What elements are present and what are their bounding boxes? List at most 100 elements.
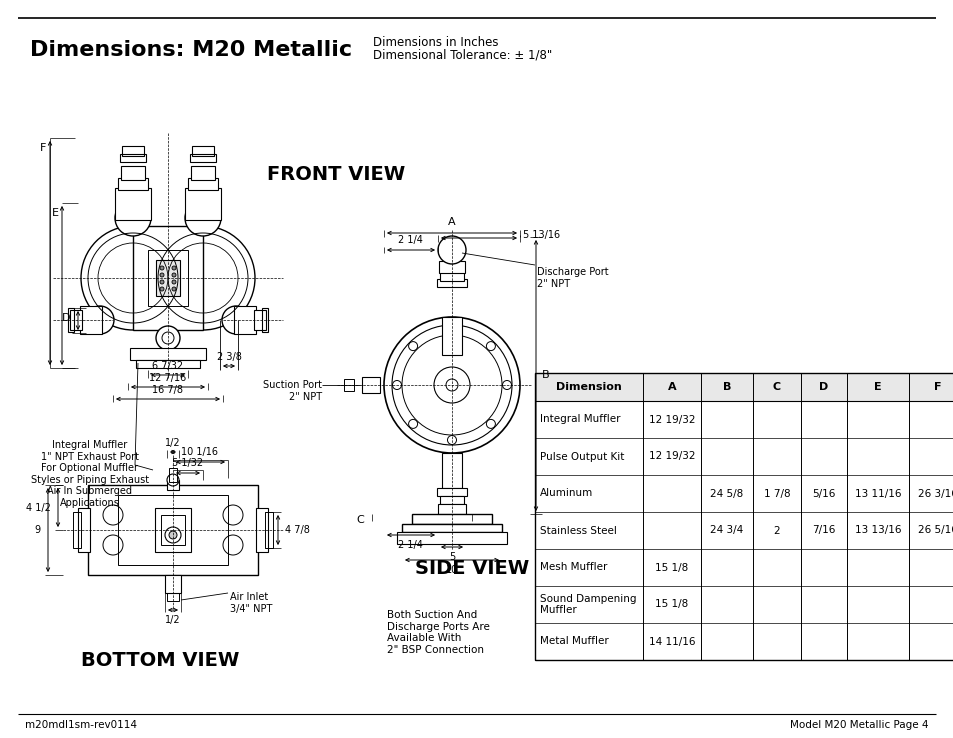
Text: 6 7/32: 6 7/32 (152, 361, 183, 371)
Bar (412, 514, 492, 524)
Text: 12 19/32: 12 19/32 (648, 452, 695, 461)
Bar (437, 504, 465, 514)
Text: FRONT VIEW: FRONT VIEW (267, 165, 405, 184)
Bar (535, 373, 953, 660)
Text: Stainless Steel: Stainless Steel (539, 525, 617, 536)
Circle shape (151, 226, 254, 330)
Bar (185, 188, 221, 220)
Bar (88, 485, 257, 575)
Text: 5: 5 (449, 552, 455, 562)
Bar (438, 261, 464, 273)
Text: 1 7/8: 1 7/8 (763, 489, 789, 498)
Bar (136, 360, 200, 368)
Text: Dimensions in Inches: Dimensions in Inches (373, 35, 498, 49)
Text: Pulse Output Kit: Pulse Output Kit (539, 452, 623, 461)
Bar (169, 468, 177, 482)
Text: 1/2: 1/2 (165, 438, 181, 448)
Text: A: A (448, 217, 456, 227)
Bar (121, 166, 145, 180)
Bar (78, 508, 90, 552)
Bar (262, 308, 268, 332)
Bar (68, 308, 74, 332)
Text: C: C (355, 515, 364, 525)
Text: D: D (61, 313, 70, 323)
Text: 9: 9 (35, 525, 41, 535)
Bar (73, 512, 81, 548)
Bar (265, 512, 273, 548)
Text: Integral Muffler
1" NPT Exhaust Port
For Optional Muffler
Styles or Piping Exhau: Integral Muffler 1" NPT Exhaust Port For… (30, 440, 149, 508)
Text: 24 5/8: 24 5/8 (710, 489, 742, 498)
Text: Both Suction And
Discharge Ports Are
Available With
2" BSP Connection: Both Suction And Discharge Ports Are Ava… (387, 610, 489, 655)
Text: 13 11/16: 13 11/16 (854, 489, 901, 498)
Text: 12 19/32: 12 19/32 (648, 415, 695, 424)
Text: 26 5/16: 26 5/16 (917, 525, 953, 536)
Text: Dimensions: M20 Metallic: Dimensions: M20 Metallic (30, 40, 352, 60)
Text: SIDE VIEW: SIDE VIEW (415, 559, 529, 578)
Bar (161, 515, 185, 545)
Circle shape (115, 200, 151, 236)
Text: 7/16: 7/16 (811, 525, 835, 536)
Bar (122, 146, 144, 156)
Text: A: A (667, 382, 676, 392)
Text: 5 13/16: 5 13/16 (522, 230, 559, 240)
Bar (436, 488, 467, 496)
Text: Dimensional Tolerance: ± 1/8": Dimensional Tolerance: ± 1/8" (373, 49, 552, 61)
Circle shape (172, 287, 175, 291)
Circle shape (437, 236, 465, 264)
Text: 24 3/4: 24 3/4 (710, 525, 742, 536)
Bar (80, 306, 102, 334)
Text: C: C (772, 382, 781, 392)
Circle shape (86, 306, 113, 334)
Circle shape (160, 266, 164, 270)
Circle shape (81, 226, 185, 330)
Circle shape (172, 273, 175, 277)
Circle shape (169, 531, 177, 539)
Text: Suction Port
2" NPT: Suction Port 2" NPT (263, 380, 322, 401)
Text: 12 7/16: 12 7/16 (150, 373, 187, 383)
Circle shape (156, 326, 180, 350)
Text: 4 7/8: 4 7/8 (285, 525, 310, 535)
Circle shape (222, 306, 250, 334)
Circle shape (160, 280, 164, 284)
Text: Integral Muffler: Integral Muffler (539, 415, 619, 424)
Text: B: B (722, 382, 730, 392)
Bar (401, 524, 501, 532)
Bar (191, 166, 214, 180)
Text: F: F (40, 143, 46, 153)
Text: 16 7/8: 16 7/8 (152, 385, 183, 395)
Bar (361, 377, 379, 393)
Bar (255, 508, 268, 552)
Text: D: D (819, 382, 828, 392)
Text: 5 1/32: 5 1/32 (172, 458, 203, 468)
Bar (154, 508, 191, 552)
Bar (436, 279, 467, 287)
Bar (130, 348, 206, 360)
Text: 2 1/4: 2 1/4 (397, 540, 422, 550)
Bar (167, 480, 179, 490)
Text: 2: 2 (773, 525, 780, 536)
Bar (70, 310, 82, 330)
Text: Air Inlet
3/4" NPT: Air Inlet 3/4" NPT (230, 592, 273, 613)
Circle shape (160, 273, 164, 277)
Text: Dimension: Dimension (556, 382, 621, 392)
Bar (535, 373, 953, 401)
Text: F: F (933, 382, 941, 392)
Bar (118, 178, 148, 190)
Text: 1/2: 1/2 (165, 615, 181, 625)
Bar (115, 188, 151, 220)
Circle shape (384, 317, 519, 453)
Text: 15 1/8: 15 1/8 (655, 562, 688, 573)
Text: 13 13/16: 13 13/16 (854, 525, 901, 536)
Text: 26 3/16: 26 3/16 (917, 489, 953, 498)
Text: BOTTOM VIEW: BOTTOM VIEW (81, 650, 239, 669)
Bar (148, 250, 188, 306)
Text: E: E (873, 382, 881, 392)
Bar (156, 260, 180, 296)
Text: E: E (51, 208, 58, 218)
Text: 10 1/16: 10 1/16 (181, 447, 218, 457)
Text: Metal Muffler: Metal Muffler (539, 636, 608, 646)
Bar (165, 575, 181, 593)
Bar (132, 226, 203, 330)
Bar (441, 453, 461, 488)
Text: Discharge Port
2" NPT: Discharge Port 2" NPT (537, 267, 608, 289)
